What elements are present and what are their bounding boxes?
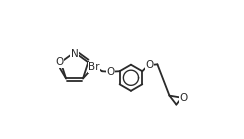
Text: O: O (145, 60, 153, 70)
Text: Br: Br (88, 62, 100, 72)
Text: N: N (71, 49, 78, 59)
Text: O: O (180, 93, 188, 103)
Text: O: O (106, 67, 115, 77)
Text: O: O (55, 57, 63, 67)
